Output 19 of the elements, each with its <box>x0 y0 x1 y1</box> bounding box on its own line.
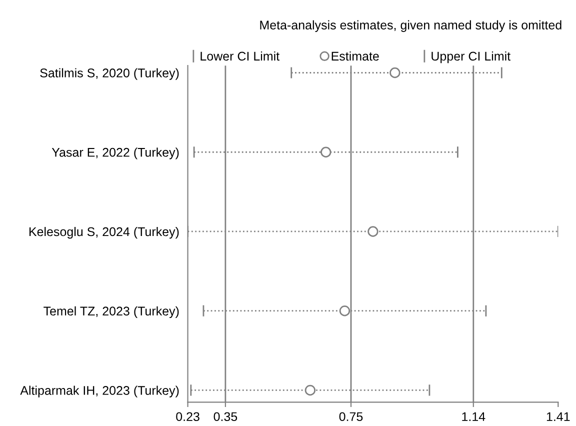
legend-label: Estimate <box>332 51 379 61</box>
point <box>368 226 378 237</box>
x-tick-label: 1.41 <box>546 412 570 421</box>
y-tick-label: Temel TZ, 2023 (Turkey) <box>44 306 179 318</box>
y-tick-label: Altiparmak IH, 2023 (Turkey) <box>20 386 179 398</box>
point <box>320 146 332 158</box>
point <box>390 67 400 78</box>
point <box>304 384 316 396</box>
chart-title: Meta-analysis estimates, given named study is omitted <box>260 20 562 32</box>
x-tick-label: 0.23 <box>176 412 200 422</box>
y-tick-label: Kelesoglu S, 2024 (Turkey) <box>29 226 179 239</box>
x-tick-label: 0.75 <box>339 412 363 422</box>
x-tick-label: 1.14 <box>462 412 486 421</box>
point <box>339 306 350 316</box>
x-tick-label: 0.35 <box>214 412 238 422</box>
y-tick-label: Satilmis S, 2020 (Turkey) <box>40 68 179 80</box>
text: Lower CI Limit <box>200 51 280 61</box>
text: Upper CI Limit <box>432 51 510 64</box>
y-tick-label: Yasar E, 2022 (Turkey) <box>52 148 179 160</box>
